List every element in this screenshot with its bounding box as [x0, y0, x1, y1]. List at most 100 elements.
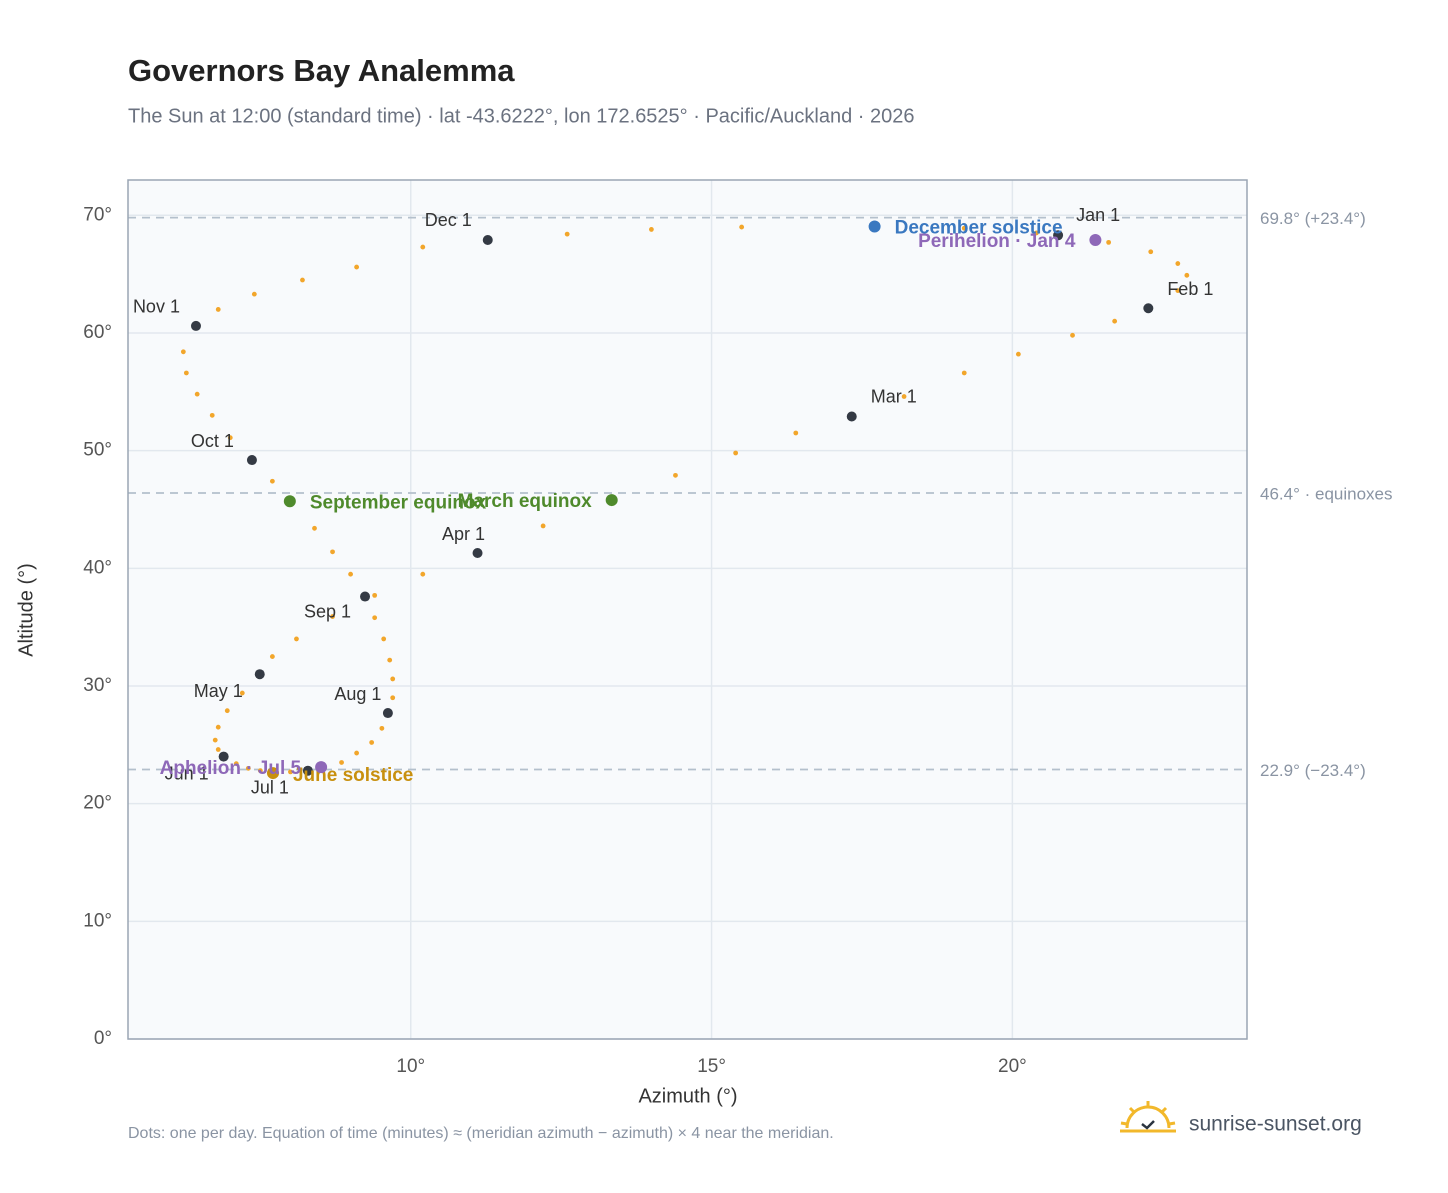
reference-label: 46.4° · equinoxes — [1260, 484, 1393, 503]
day-dot — [212, 737, 218, 743]
day-dot — [673, 472, 678, 478]
event-label: Perihelion · Jan 4 — [918, 231, 1076, 252]
chart-subtitle: The Sun at 12:00 (standard time) · lat -… — [128, 105, 914, 127]
day-dot — [180, 349, 186, 355]
event-marker — [266, 767, 279, 780]
day-dot — [269, 478, 275, 484]
event-label: June solstice — [293, 765, 413, 786]
day-dot — [294, 636, 299, 642]
plot-layer: Jan 1 Feb 1 Mar 1 Apr 1 May 1 Jun 1 Jul 1 Aug 1… — [128, 180, 1247, 1040]
day-dot — [420, 571, 426, 577]
day-dot — [348, 571, 353, 577]
day-dot — [379, 725, 385, 731]
month-label: Dec 1 — [425, 210, 472, 230]
month-marker — [302, 765, 313, 776]
day-dot — [739, 224, 745, 230]
y-tick-label: 70° — [83, 204, 112, 225]
day-dot — [390, 676, 396, 682]
day-dot — [215, 747, 221, 752]
day-dot — [372, 592, 378, 598]
month-marker — [472, 548, 483, 559]
month-label: Nov 1 — [133, 297, 180, 317]
x-tick-label: 15° — [697, 1056, 726, 1077]
day-dot — [369, 740, 375, 745]
day-dot — [1148, 249, 1154, 255]
month-label: Mar 1 — [871, 386, 917, 406]
y-tick-label: 30° — [83, 675, 112, 696]
month-marker — [190, 320, 201, 331]
day-dot — [420, 244, 426, 250]
day-dot — [1034, 230, 1039, 236]
x-tick-label: 20° — [998, 1056, 1027, 1077]
month-label: Oct 1 — [191, 431, 234, 451]
source: sunrise-sunset.org — [1189, 1113, 1362, 1136]
y-tick-label: 50° — [83, 440, 112, 461]
day-dot — [1015, 351, 1021, 357]
reference-label: 69.8° (+23.4°) — [1260, 209, 1366, 228]
day-dot — [961, 225, 967, 231]
day-dot — [245, 765, 251, 771]
day-dot — [540, 523, 546, 529]
event-label: Aphelion · Jul 5 — [160, 758, 302, 779]
event-marker — [315, 761, 328, 774]
plot-border — [127, 179, 1248, 1040]
month-marker — [246, 455, 257, 466]
month-label: Apr 1 — [442, 524, 485, 544]
reference-label: 22.9° (−23.4°) — [1260, 761, 1366, 780]
y-axis-label: Altitude (°) — [15, 563, 37, 657]
day-dot — [733, 450, 739, 456]
month-label: Jun 1 — [165, 763, 209, 783]
day-dot — [239, 690, 245, 696]
y-tick-label: 40° — [83, 557, 112, 578]
logo — [1120, 1101, 1176, 1133]
day-dot — [194, 391, 200, 397]
day-dot — [224, 708, 230, 714]
event-marker — [868, 220, 881, 233]
day-dot — [183, 370, 189, 376]
x-tick-label: 10° — [396, 1056, 425, 1077]
day-dot — [390, 695, 396, 701]
day-dot — [901, 394, 907, 399]
day-dot — [339, 760, 344, 765]
day-dot — [227, 435, 233, 441]
day-dot — [1175, 261, 1181, 266]
day-dot — [269, 654, 275, 659]
event-label: September equinox — [310, 492, 487, 513]
day-dot — [354, 750, 360, 756]
day-dot — [330, 614, 335, 619]
event-marker — [1089, 234, 1102, 247]
day-dot — [1070, 332, 1075, 338]
day-dot — [215, 724, 221, 730]
day-dot — [251, 291, 257, 297]
chart-title: Governors Bay Analemma — [128, 53, 515, 88]
event-marker — [605, 494, 618, 507]
x-axis-label: Azimuth (°) — [638, 1085, 737, 1107]
month-marker — [1143, 303, 1154, 314]
month-marker — [382, 708, 393, 719]
day-dot — [649, 227, 654, 232]
y-tick-label: 10° — [83, 910, 112, 931]
month-label: Jan 1 — [1076, 205, 1120, 225]
month-label: May 1 — [194, 681, 243, 701]
month-label: Feb 1 — [1167, 279, 1213, 299]
month-marker — [846, 411, 857, 422]
day-dot — [1106, 239, 1112, 245]
y-tick-label: 60° — [83, 322, 112, 343]
day-dot — [793, 430, 799, 436]
month-marker — [218, 751, 229, 762]
y-tick-label: 20° — [83, 793, 112, 814]
month-label: Aug 1 — [334, 684, 381, 704]
day-dot — [257, 768, 263, 774]
day-dot — [288, 769, 293, 775]
month-marker — [1053, 230, 1064, 241]
day-dot — [330, 549, 335, 555]
day-dot — [1112, 318, 1118, 324]
day-dot — [564, 231, 570, 237]
event-label: March equinox — [458, 491, 593, 512]
day-dot — [233, 761, 239, 767]
month-label: Sep 1 — [304, 601, 351, 621]
month-marker — [254, 669, 265, 680]
day-dot — [215, 307, 221, 312]
day-dot — [1175, 288, 1181, 294]
